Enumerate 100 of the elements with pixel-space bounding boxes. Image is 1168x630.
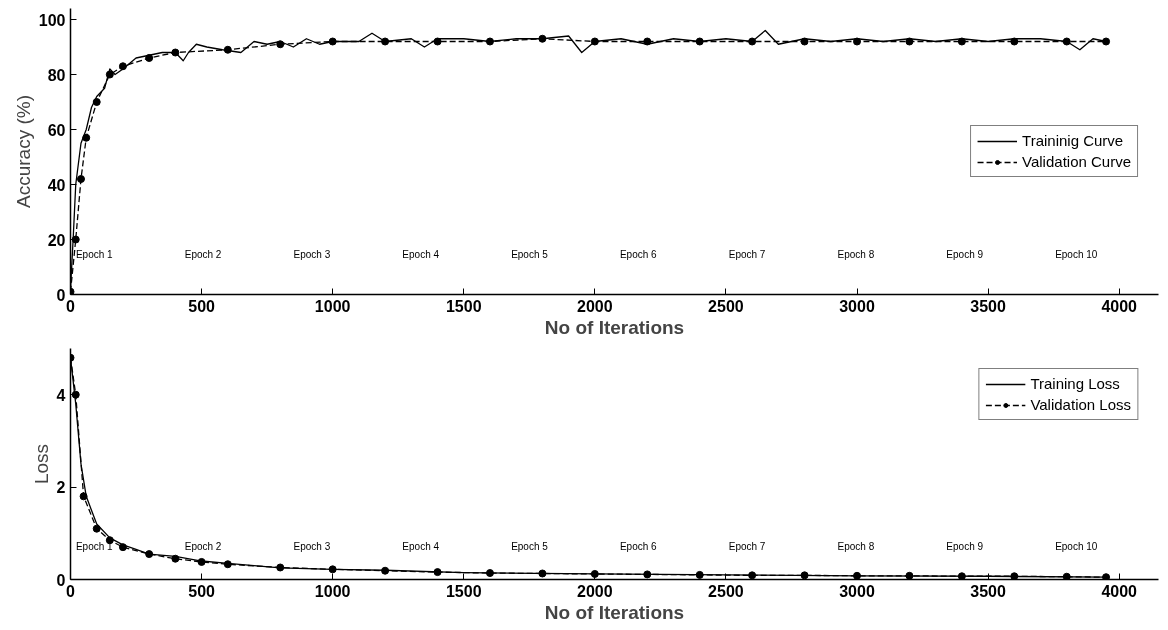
- point: [1102, 37, 1111, 46]
- point: [905, 37, 914, 46]
- annotation: Epoch 4: [402, 249, 440, 261]
- point: [748, 37, 757, 46]
- point: [643, 37, 652, 46]
- point: [800, 571, 809, 580]
- y-tick-label: 0: [56, 286, 66, 304]
- point: [105, 70, 114, 79]
- x-tick-label: 1000: [314, 297, 351, 315]
- x-tick-label: 500: [188, 297, 216, 315]
- point: [433, 37, 442, 46]
- y-tick-label: 0: [56, 571, 66, 589]
- x-tick-label: 3000: [839, 582, 875, 600]
- x-tick-label: 2500: [708, 297, 744, 315]
- x-tick-label: 2000: [577, 582, 613, 600]
- point: [328, 37, 337, 46]
- point: [695, 570, 704, 579]
- x-tick-label: 4000: [1101, 582, 1138, 600]
- annotation: Epoch 3: [293, 540, 331, 552]
- point: [905, 571, 914, 580]
- point: [118, 62, 127, 71]
- point: [71, 390, 80, 399]
- legend-label: Training Loss: [1030, 375, 1120, 392]
- point: [643, 570, 652, 579]
- y-axis-title: Accuracy (%): [12, 95, 34, 208]
- annotation: Epoch 1: [75, 249, 114, 261]
- annotation: Epoch 10: [1055, 249, 1098, 261]
- legend-label: Traininig Curve: [1022, 132, 1124, 149]
- point: [1010, 572, 1019, 580]
- point: [1010, 37, 1019, 46]
- point: [171, 48, 180, 57]
- y-axis-title: Loss: [30, 443, 52, 485]
- point: [79, 492, 88, 501]
- point: [223, 45, 232, 54]
- point: [197, 557, 206, 566]
- annotation: Epoch 4: [402, 540, 440, 552]
- annotation: Epoch 9: [946, 540, 984, 552]
- x-tick-label: 1000: [314, 582, 351, 600]
- y-tick-label: 80: [47, 66, 66, 84]
- point: [92, 98, 101, 106]
- point: [381, 37, 390, 46]
- annotation: Epoch 8: [837, 249, 875, 261]
- point: [748, 571, 757, 580]
- point: [485, 569, 494, 578]
- x-tick-label: 4000: [1101, 297, 1138, 315]
- x-tick-label: 500: [188, 582, 216, 600]
- annotation: Epoch 8: [837, 540, 875, 552]
- annotation: Epoch 7: [728, 540, 766, 552]
- point: [76, 175, 85, 183]
- point: [853, 37, 862, 46]
- annotation: Epoch 9: [946, 249, 984, 261]
- x-tick-label: 3000: [839, 297, 875, 315]
- point: [485, 37, 494, 46]
- point: [82, 133, 91, 142]
- annotation: Epoch 2: [184, 540, 222, 552]
- point: [695, 37, 704, 46]
- y-tick-label: 20: [47, 231, 66, 249]
- point: [223, 560, 232, 569]
- legend-label: Validation Loss: [1030, 396, 1131, 413]
- x-tick-label: 2000: [577, 297, 613, 315]
- point: [145, 550, 154, 559]
- annotation: Epoch 2: [184, 249, 222, 261]
- point: [433, 568, 442, 577]
- annotation: Epoch 5: [511, 540, 549, 552]
- point: [328, 565, 337, 574]
- point: [538, 569, 547, 578]
- point: [1102, 573, 1111, 580]
- annotation: Epoch 3: [293, 249, 331, 261]
- point: [118, 543, 127, 552]
- annotation: Epoch 7: [728, 249, 766, 261]
- x-axis-title: No of Iterations: [544, 601, 685, 623]
- x-tick-label: 1500: [445, 582, 482, 600]
- point: [92, 524, 101, 533]
- annotation: Epoch 6: [619, 540, 658, 552]
- point: [145, 54, 154, 62]
- x-axis-title: No of Iterations: [544, 316, 685, 338]
- point: [1062, 37, 1071, 46]
- y-tick-label: 40: [47, 176, 66, 194]
- point: [590, 37, 599, 46]
- x-tick-label: 2500: [708, 582, 744, 600]
- point: [590, 569, 599, 578]
- point: [1062, 572, 1071, 580]
- annotation: Epoch 10: [1055, 540, 1098, 552]
- point: [853, 571, 862, 580]
- point: [71, 235, 80, 244]
- point: [957, 37, 966, 46]
- point: [276, 563, 285, 572]
- x-tick-label: 3500: [970, 297, 1006, 315]
- x-tick-label: 3500: [970, 582, 1006, 600]
- legend-label: Validation Curve: [1022, 153, 1131, 170]
- point: [381, 566, 390, 575]
- y-tick-label: 100: [38, 11, 66, 29]
- annotation: Epoch 6: [619, 249, 658, 261]
- point: [171, 554, 180, 563]
- annotation: Epoch 5: [511, 249, 549, 261]
- point: [800, 37, 809, 46]
- y-tick-label: 2: [56, 479, 66, 497]
- point: [276, 40, 285, 49]
- y-tick-label: 4: [56, 386, 66, 404]
- point: [957, 572, 966, 580]
